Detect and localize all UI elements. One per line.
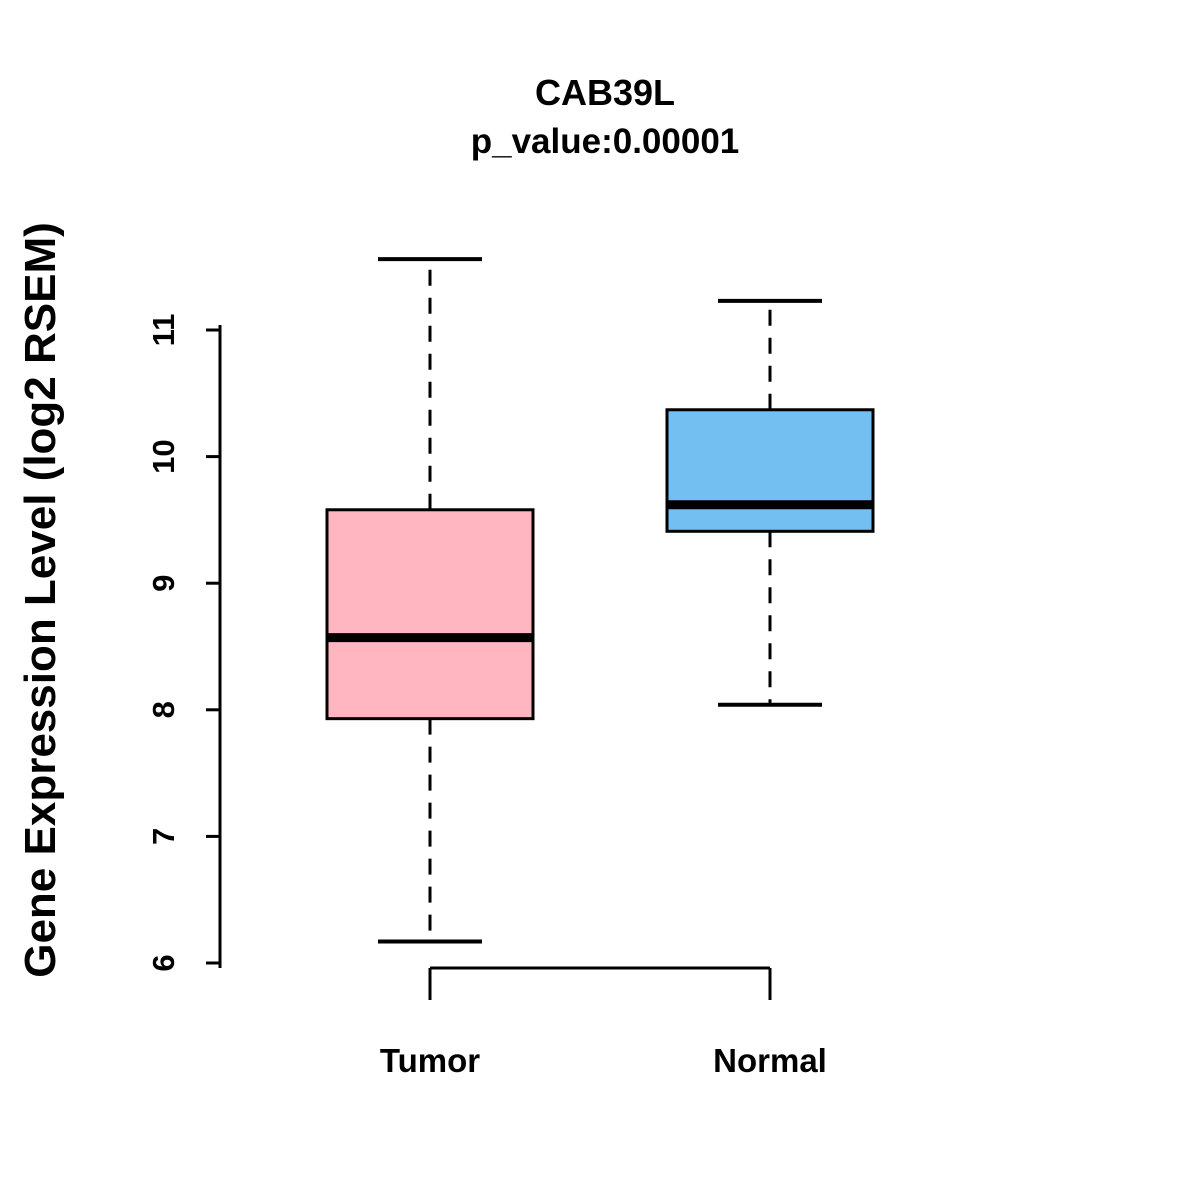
y-tick-label: 6	[146, 954, 181, 971]
y-tick-label: 9	[146, 575, 181, 592]
chart-layer: 6 7 8 9 10 11 Tumor Normal	[146, 257, 875, 1079]
y-axis-label: Gene Expression Level (log2 RSEM)	[16, 222, 65, 978]
y-tick-label: 8	[146, 701, 181, 718]
x-category-label-tumor: Tumor	[380, 1042, 480, 1079]
y-tick-label: 11	[146, 314, 181, 347]
iqr-box-tumor	[325, 508, 535, 721]
y-tick-label: 7	[146, 828, 181, 845]
y-tick-label: 10	[146, 439, 181, 473]
chart-title: CAB39L	[535, 72, 675, 113]
x-category-label-normal: Normal	[713, 1042, 827, 1079]
chart-subtitle: p_value:0.00001	[471, 122, 740, 161]
iqr-box-normal	[665, 408, 875, 533]
